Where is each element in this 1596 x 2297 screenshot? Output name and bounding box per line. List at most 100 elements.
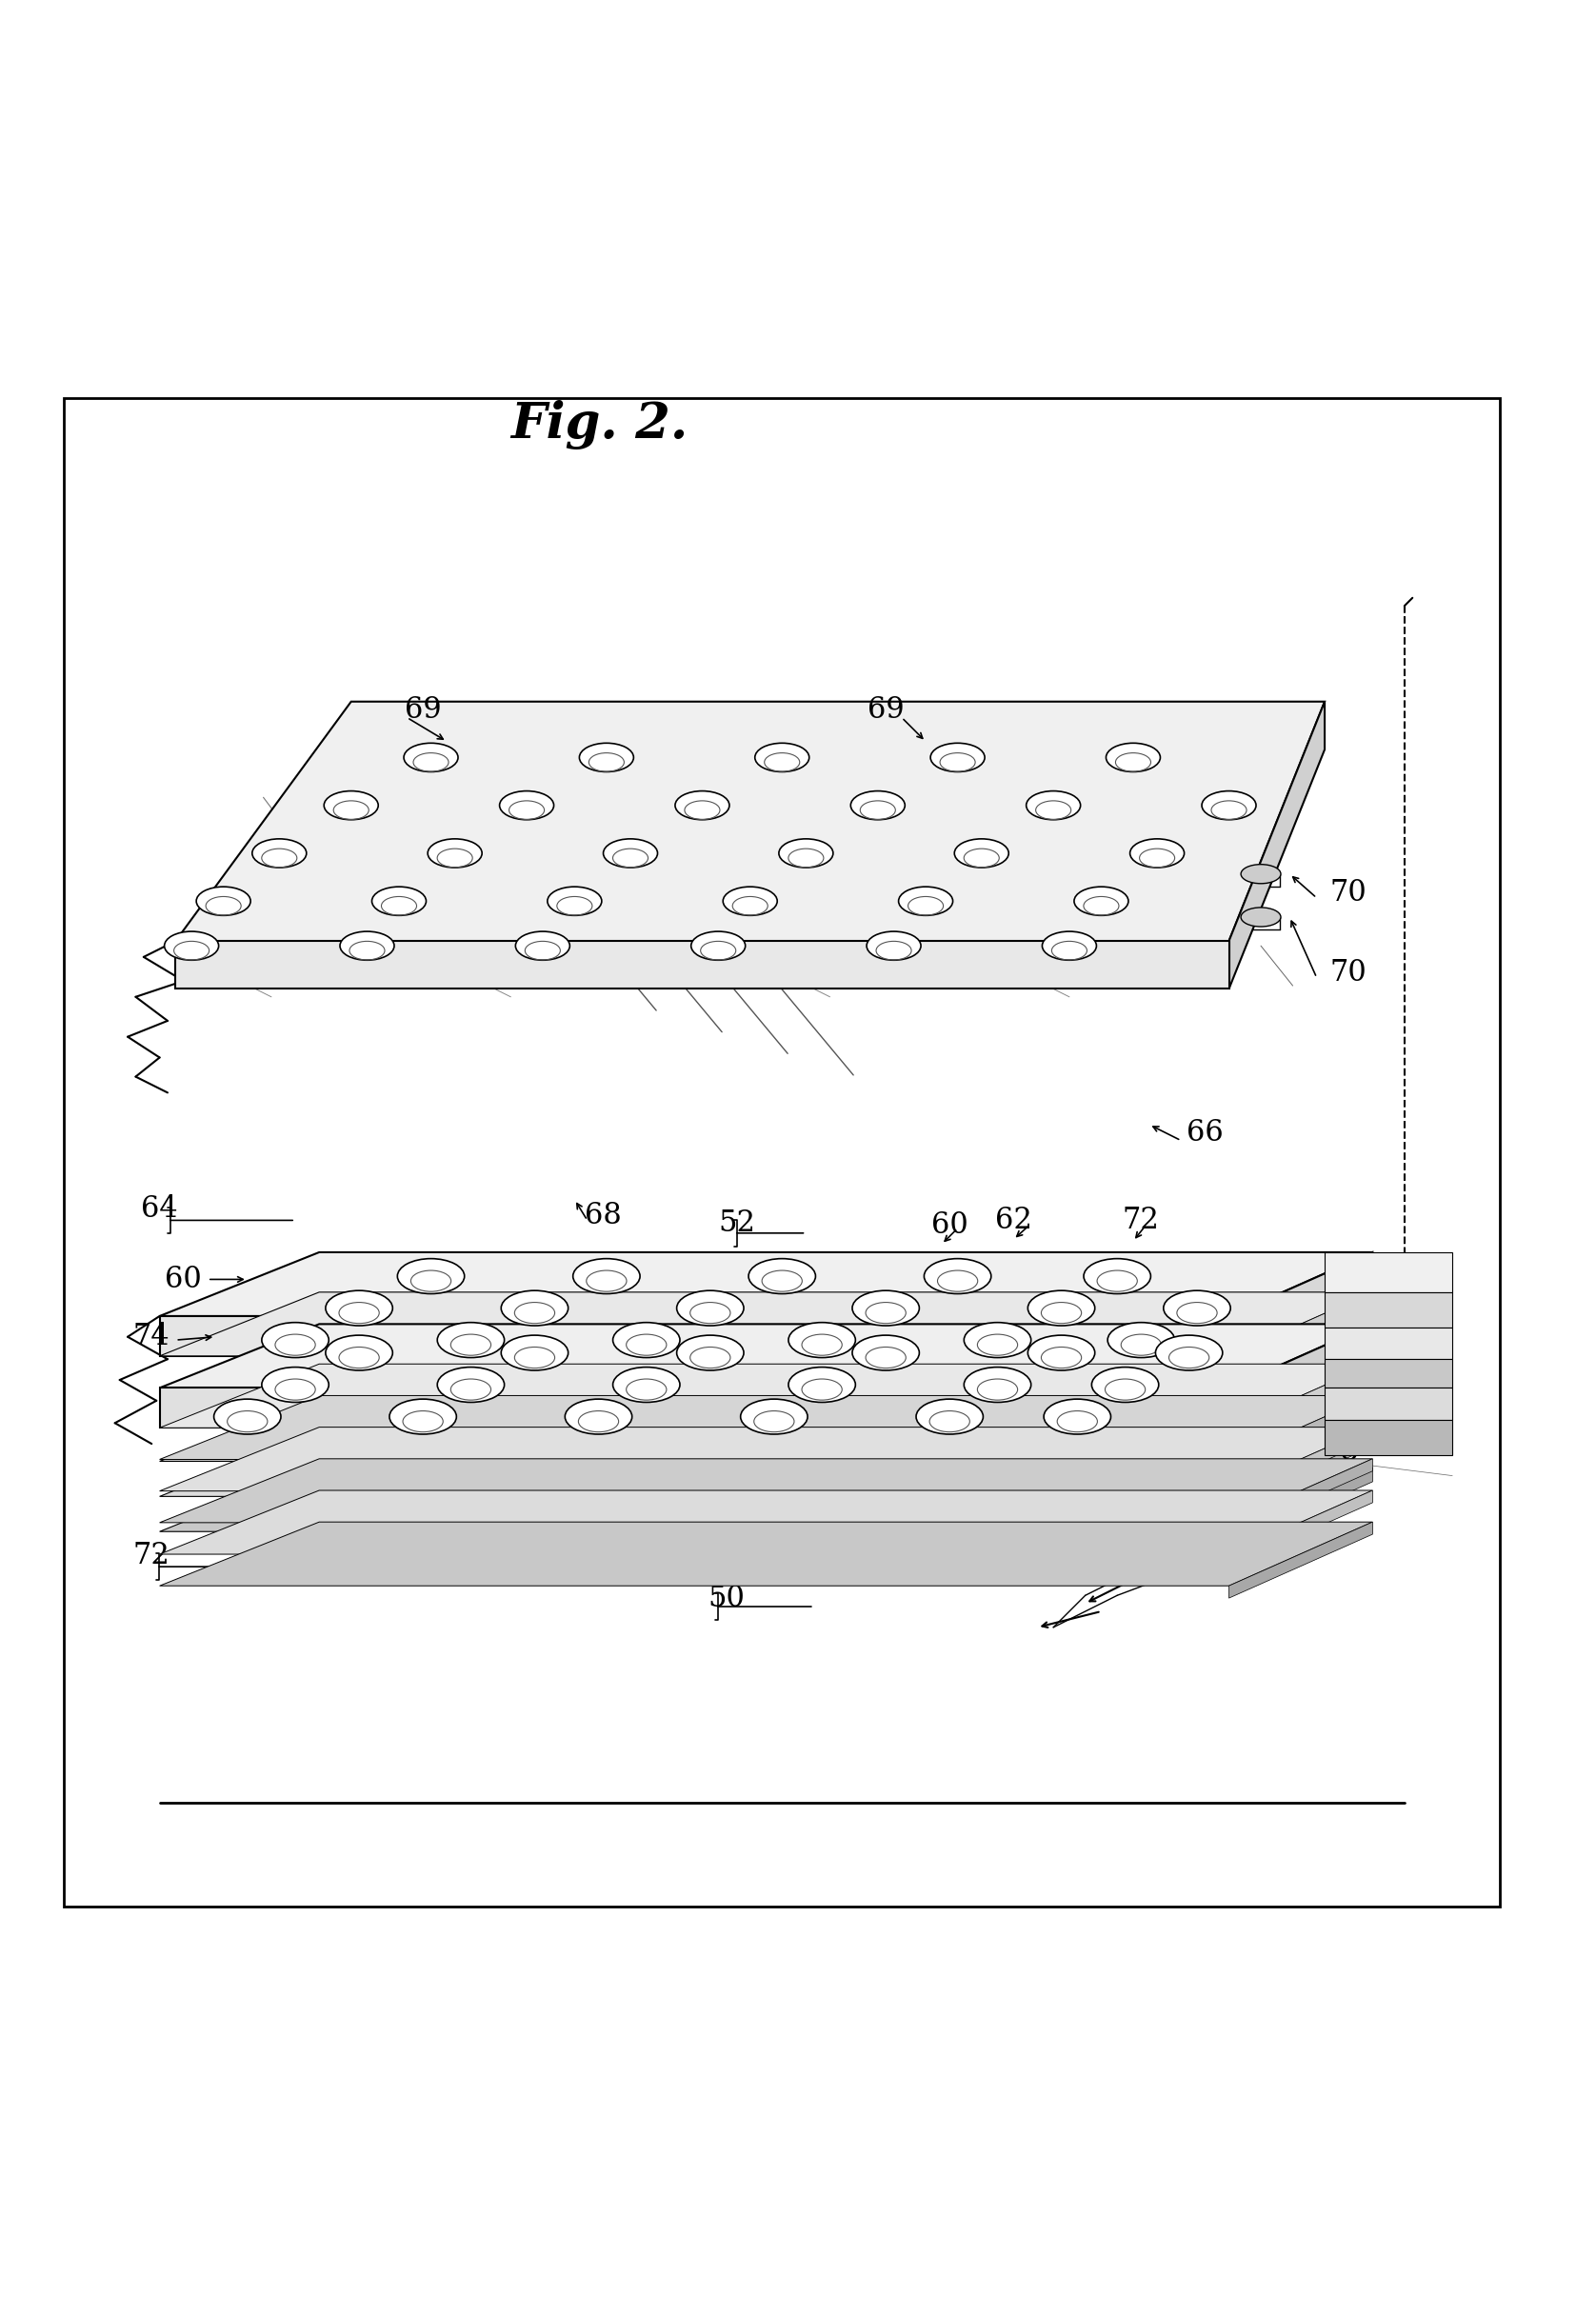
Ellipse shape bbox=[1026, 790, 1080, 820]
Polygon shape bbox=[176, 701, 1325, 942]
Ellipse shape bbox=[397, 1259, 464, 1293]
Ellipse shape bbox=[1028, 1291, 1095, 1325]
Ellipse shape bbox=[788, 1323, 855, 1358]
Polygon shape bbox=[160, 1387, 1229, 1429]
Ellipse shape bbox=[1106, 744, 1160, 772]
Ellipse shape bbox=[340, 930, 394, 960]
Ellipse shape bbox=[516, 930, 570, 960]
Ellipse shape bbox=[1074, 887, 1128, 917]
Polygon shape bbox=[160, 1252, 1373, 1316]
Ellipse shape bbox=[1130, 838, 1184, 868]
Ellipse shape bbox=[867, 930, 921, 960]
Ellipse shape bbox=[741, 1399, 808, 1433]
Text: 69: 69 bbox=[404, 694, 442, 724]
Ellipse shape bbox=[1044, 1399, 1111, 1433]
Text: 78: 78 bbox=[1321, 1438, 1360, 1465]
Polygon shape bbox=[1229, 1468, 1373, 1546]
Ellipse shape bbox=[1084, 1259, 1151, 1293]
Polygon shape bbox=[160, 1364, 1373, 1429]
Ellipse shape bbox=[677, 1291, 744, 1325]
Polygon shape bbox=[1325, 1252, 1452, 1293]
Polygon shape bbox=[160, 1362, 1373, 1426]
Ellipse shape bbox=[924, 1259, 991, 1293]
Ellipse shape bbox=[262, 1323, 329, 1358]
Polygon shape bbox=[160, 1491, 1373, 1555]
Polygon shape bbox=[1229, 1491, 1373, 1567]
Ellipse shape bbox=[547, 887, 602, 917]
Ellipse shape bbox=[964, 1367, 1031, 1401]
Ellipse shape bbox=[196, 887, 251, 917]
Text: 72: 72 bbox=[132, 1541, 171, 1571]
Polygon shape bbox=[1229, 1523, 1373, 1599]
Polygon shape bbox=[160, 1426, 1373, 1491]
Ellipse shape bbox=[779, 838, 833, 868]
Ellipse shape bbox=[579, 744, 634, 772]
Ellipse shape bbox=[755, 744, 809, 772]
Polygon shape bbox=[160, 1459, 1373, 1523]
Ellipse shape bbox=[613, 1367, 680, 1401]
Ellipse shape bbox=[252, 838, 306, 868]
Ellipse shape bbox=[565, 1399, 632, 1433]
Polygon shape bbox=[160, 1293, 1373, 1355]
Ellipse shape bbox=[788, 1367, 855, 1401]
Polygon shape bbox=[1229, 1364, 1373, 1440]
Ellipse shape bbox=[613, 1323, 680, 1358]
Text: 60: 60 bbox=[930, 1211, 969, 1240]
Ellipse shape bbox=[1242, 864, 1280, 884]
Polygon shape bbox=[160, 1523, 1373, 1585]
Polygon shape bbox=[1325, 1293, 1452, 1328]
Ellipse shape bbox=[930, 744, 985, 772]
Ellipse shape bbox=[164, 930, 219, 960]
Ellipse shape bbox=[1028, 1335, 1095, 1371]
Polygon shape bbox=[1325, 1328, 1452, 1360]
Text: 64: 64 bbox=[140, 1194, 179, 1224]
Ellipse shape bbox=[691, 930, 745, 960]
Polygon shape bbox=[1229, 1252, 1373, 1355]
Text: 62: 62 bbox=[994, 1206, 1033, 1236]
Ellipse shape bbox=[214, 1399, 281, 1433]
Ellipse shape bbox=[852, 1335, 919, 1371]
Polygon shape bbox=[1229, 1328, 1373, 1406]
Text: 52: 52 bbox=[718, 1208, 757, 1238]
Ellipse shape bbox=[573, 1259, 640, 1293]
Text: 68: 68 bbox=[584, 1201, 622, 1231]
Ellipse shape bbox=[899, 887, 953, 917]
Polygon shape bbox=[1229, 701, 1325, 990]
Ellipse shape bbox=[677, 1335, 744, 1371]
Ellipse shape bbox=[851, 790, 905, 820]
Polygon shape bbox=[1229, 1459, 1373, 1534]
Ellipse shape bbox=[964, 1323, 1031, 1358]
Ellipse shape bbox=[428, 838, 482, 868]
Ellipse shape bbox=[501, 1335, 568, 1371]
Polygon shape bbox=[1229, 1323, 1373, 1429]
Text: 76: 76 bbox=[1345, 1380, 1384, 1410]
Ellipse shape bbox=[501, 1291, 568, 1325]
Polygon shape bbox=[1325, 1420, 1452, 1454]
Polygon shape bbox=[160, 1433, 1373, 1495]
Ellipse shape bbox=[262, 1367, 329, 1401]
Ellipse shape bbox=[324, 790, 378, 820]
Ellipse shape bbox=[852, 1291, 919, 1325]
Ellipse shape bbox=[1042, 930, 1096, 960]
Polygon shape bbox=[160, 1397, 1373, 1459]
Polygon shape bbox=[1229, 1433, 1373, 1511]
Text: 69: 69 bbox=[867, 694, 905, 724]
Ellipse shape bbox=[1156, 1335, 1223, 1371]
Ellipse shape bbox=[675, 790, 729, 820]
Polygon shape bbox=[1229, 1397, 1373, 1472]
Polygon shape bbox=[176, 942, 1229, 990]
Polygon shape bbox=[160, 1323, 1373, 1387]
Text: 70: 70 bbox=[1329, 877, 1368, 907]
Ellipse shape bbox=[916, 1399, 983, 1433]
Polygon shape bbox=[1325, 1387, 1452, 1420]
Polygon shape bbox=[160, 1328, 1373, 1392]
Ellipse shape bbox=[404, 744, 458, 772]
Ellipse shape bbox=[326, 1335, 393, 1371]
Polygon shape bbox=[160, 1468, 1373, 1532]
Ellipse shape bbox=[500, 790, 554, 820]
Ellipse shape bbox=[1092, 1367, 1159, 1401]
Text: 70: 70 bbox=[1329, 958, 1368, 988]
Ellipse shape bbox=[954, 838, 1009, 868]
Text: 74: 74 bbox=[132, 1323, 171, 1351]
Text: Fig. 2.: Fig. 2. bbox=[511, 400, 688, 450]
